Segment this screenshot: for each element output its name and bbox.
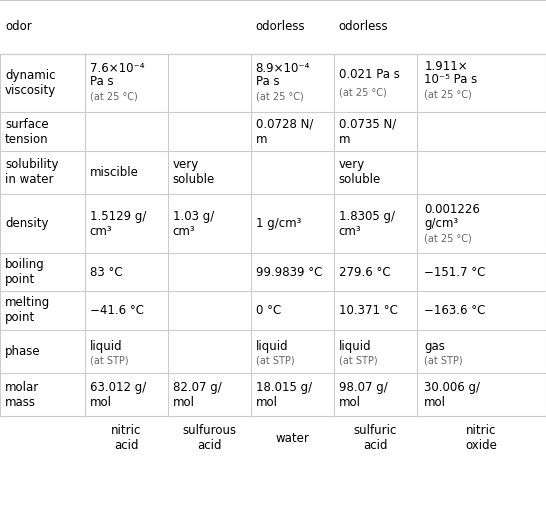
Text: sulfuric
acid: sulfuric acid: [353, 424, 397, 452]
Text: −163.6 °C: −163.6 °C: [424, 304, 486, 317]
Text: 18.015 g/
mol: 18.015 g/ mol: [256, 381, 312, 409]
Text: −41.6 °C: −41.6 °C: [90, 304, 144, 317]
Text: 98.07 g/
mol: 98.07 g/ mol: [339, 381, 387, 409]
Text: 30.006 g/
mol: 30.006 g/ mol: [424, 381, 480, 409]
Text: g/cm³: g/cm³: [424, 217, 459, 230]
Text: miscible: miscible: [90, 166, 139, 179]
Text: −151.7 °C: −151.7 °C: [424, 266, 486, 278]
Text: 0.001226: 0.001226: [424, 203, 480, 216]
Text: odor: odor: [5, 20, 32, 33]
Text: (at STP): (at STP): [256, 356, 294, 366]
Text: (at 25 °C): (at 25 °C): [424, 90, 472, 100]
Text: (at STP): (at STP): [90, 356, 128, 366]
Text: liquid: liquid: [339, 340, 371, 353]
Text: liquid: liquid: [256, 340, 288, 353]
Text: gas: gas: [424, 340, 445, 353]
Text: 279.6 °C: 279.6 °C: [339, 266, 390, 278]
Text: (at 25 °C): (at 25 °C): [424, 234, 472, 244]
Text: 99.9839 °C: 99.9839 °C: [256, 266, 322, 278]
Text: boiling
point: boiling point: [5, 258, 45, 286]
Text: odorless: odorless: [256, 20, 305, 33]
Text: 1 g/cm³: 1 g/cm³: [256, 217, 301, 230]
Text: water: water: [275, 432, 309, 445]
Text: 83 °C: 83 °C: [90, 266, 122, 278]
Text: (at 25 °C): (at 25 °C): [339, 87, 387, 98]
Text: 1.911×: 1.911×: [424, 60, 468, 73]
Text: 0.0728 N/
m: 0.0728 N/ m: [256, 118, 313, 146]
Text: 82.07 g/
mol: 82.07 g/ mol: [173, 381, 221, 409]
Text: nitric
acid: nitric acid: [111, 424, 141, 452]
Text: sulfurous
acid: sulfurous acid: [182, 424, 236, 452]
Text: 1.5129 g/
cm³: 1.5129 g/ cm³: [90, 210, 146, 238]
Text: very
soluble: very soluble: [173, 158, 215, 187]
Text: 63.012 g/
mol: 63.012 g/ mol: [90, 381, 146, 409]
Text: 10.371 °C: 10.371 °C: [339, 304, 397, 317]
Text: surface
tension: surface tension: [5, 118, 49, 146]
Text: density: density: [5, 217, 49, 230]
Text: 8.9×10⁻⁴: 8.9×10⁻⁴: [256, 62, 310, 75]
Text: (at STP): (at STP): [339, 356, 377, 366]
Text: 0.0735 N/
m: 0.0735 N/ m: [339, 118, 396, 146]
Text: 7.6×10⁻⁴: 7.6×10⁻⁴: [90, 62, 144, 75]
Text: solubility
in water: solubility in water: [5, 158, 58, 187]
Text: 0 °C: 0 °C: [256, 304, 281, 317]
Text: phase: phase: [5, 345, 41, 358]
Text: nitric
oxide: nitric oxide: [465, 424, 497, 452]
Text: (at 25 °C): (at 25 °C): [256, 91, 304, 102]
Text: Pa s: Pa s: [256, 75, 279, 88]
Text: Pa s: Pa s: [90, 75, 113, 88]
Text: (at STP): (at STP): [424, 356, 463, 366]
Text: molar
mass: molar mass: [5, 381, 39, 409]
Text: 10⁻⁵ Pa s: 10⁻⁵ Pa s: [424, 73, 478, 86]
Text: liquid: liquid: [90, 340, 122, 353]
Text: very
soluble: very soluble: [339, 158, 381, 187]
Text: 1.8305 g/
cm³: 1.8305 g/ cm³: [339, 210, 395, 238]
Text: (at 25 °C): (at 25 °C): [90, 91, 138, 102]
Text: dynamic
viscosity: dynamic viscosity: [5, 69, 56, 97]
Text: 0.021 Pa s: 0.021 Pa s: [339, 68, 400, 81]
Text: melting
point: melting point: [5, 296, 50, 324]
Text: 1.03 g/
cm³: 1.03 g/ cm³: [173, 210, 214, 238]
Text: odorless: odorless: [339, 20, 388, 33]
